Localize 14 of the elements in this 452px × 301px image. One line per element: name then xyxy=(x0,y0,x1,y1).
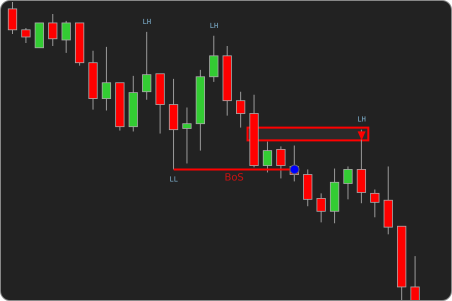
candlestick xyxy=(262,141,272,173)
candlestick xyxy=(62,20,71,54)
ref-line-label: BoS xyxy=(224,172,244,184)
candlestick xyxy=(370,188,380,218)
candlestick xyxy=(316,192,326,223)
candlestick xyxy=(182,107,192,164)
candlestick xyxy=(8,2,18,34)
candlestick xyxy=(21,28,31,44)
candlestick xyxy=(209,35,218,82)
candlestick xyxy=(48,13,58,46)
candlestick xyxy=(236,91,246,128)
candlestick xyxy=(102,46,112,112)
candlestick xyxy=(343,166,353,200)
candlestick xyxy=(142,31,152,100)
